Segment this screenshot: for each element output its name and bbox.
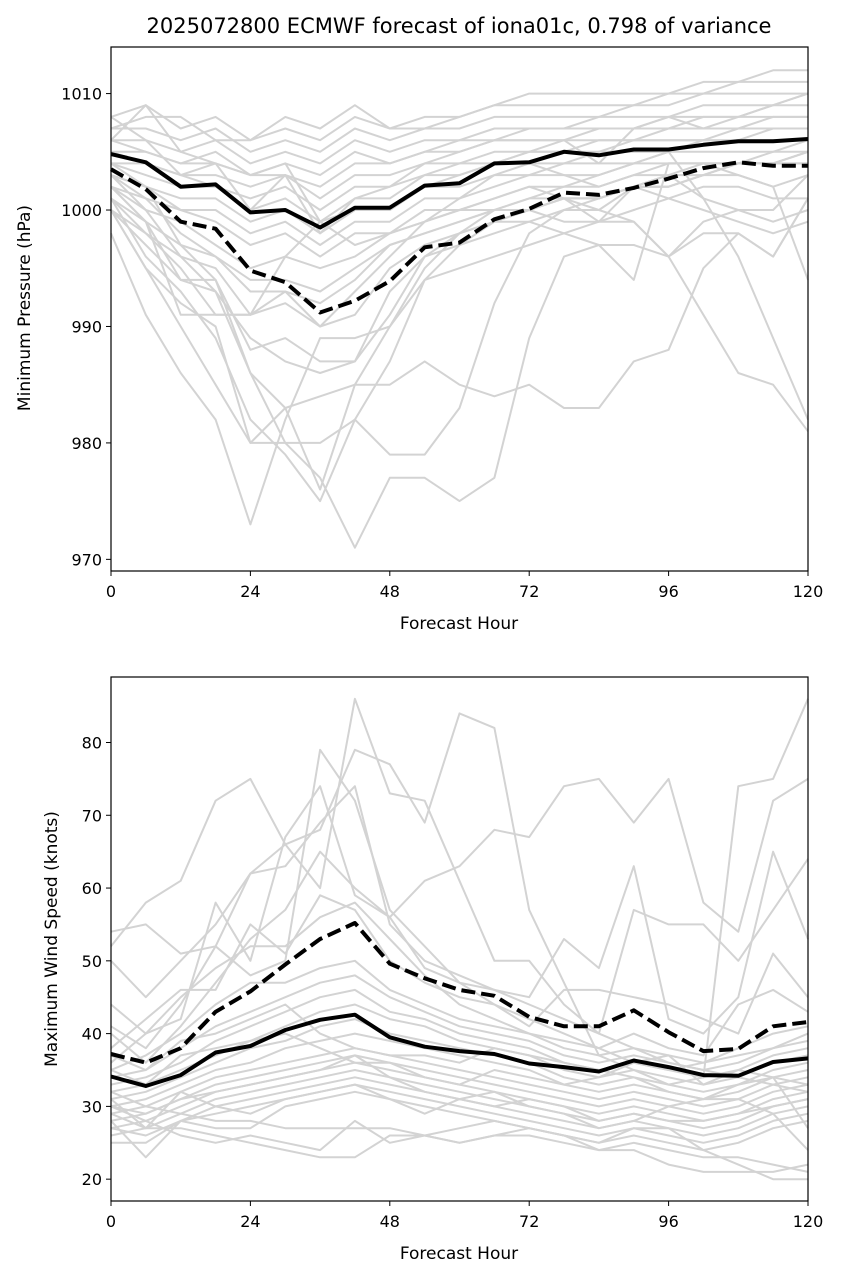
pressure-ensemble-member-line bbox=[110, 162, 808, 444]
wind-y-tick-label: 20 bbox=[82, 1170, 102, 1189]
wind-ensemble-member-line bbox=[110, 1032, 809, 1129]
pressure-plot-frame bbox=[110, 46, 809, 572]
pressure-mean-lines bbox=[110, 137, 809, 315]
pressure-ensemble-member-line bbox=[110, 104, 808, 223]
wind-y-tick-label: 40 bbox=[82, 1025, 102, 1044]
pressure-y-tick-label: 1010 bbox=[61, 85, 102, 104]
pressure-solid-mean-line bbox=[110, 137, 809, 230]
pressure-x-tick-label: 96 bbox=[658, 582, 678, 601]
wind-ensemble-member-line bbox=[110, 1090, 809, 1173]
wind-ensemble-member-line bbox=[110, 1090, 809, 1159]
wind-x-tick-label: 24 bbox=[240, 1212, 260, 1231]
pressure-x-tick-label: 48 bbox=[380, 582, 400, 601]
wind-ensemble-member-line bbox=[110, 974, 809, 1079]
wind-mean-lines bbox=[110, 921, 809, 1088]
wind-ensemble-member-line bbox=[110, 901, 809, 1064]
wind-y-tick-label: 60 bbox=[82, 879, 102, 898]
wind-ensemble-member-line bbox=[110, 1003, 809, 1101]
pressure-x-tick-label: 72 bbox=[519, 582, 539, 601]
pressure-y-tick-label: 990 bbox=[71, 317, 102, 336]
wind-x-tick-label: 96 bbox=[658, 1212, 678, 1231]
wind-ensemble-member-line bbox=[110, 1105, 808, 1181]
wind-x-tick-label: 48 bbox=[380, 1212, 400, 1231]
pressure-ensemble-member-line bbox=[110, 104, 808, 177]
wind-axes-ticks: 0 24 48 72 96 120 20 30 40 50 60 70 80 bbox=[82, 734, 824, 1232]
pressure-x-tick-label: 0 bbox=[106, 582, 116, 601]
wind-ensemble-member-line bbox=[110, 1083, 809, 1144]
pressure-ensemble-member-line bbox=[110, 150, 809, 503]
pressure-y-tick-label: 970 bbox=[71, 550, 102, 569]
pressure-y-tick-label: 1000 bbox=[61, 201, 102, 220]
wind-y-tick-label: 30 bbox=[82, 1097, 102, 1116]
wind-ensemble-member-line bbox=[110, 785, 809, 1050]
wind-x-tick-label: 0 bbox=[106, 1212, 116, 1231]
wind-ensemble-member-line bbox=[110, 698, 809, 1086]
wind-dashed-mean-line bbox=[110, 921, 809, 1065]
wind-chart: 0 24 48 72 96 120 20 30 40 50 60 70 80 Forecast Hour… bbox=[42, 676, 824, 1264]
wind-y-tick-label: 50 bbox=[82, 952, 102, 971]
wind-y-tick-label: 70 bbox=[82, 806, 102, 825]
pressure-dashed-mean-line bbox=[110, 160, 808, 315]
pressure-chart: 0 24 48 72 96 120 970 980 990 1000 1010 Forecast H… bbox=[15, 46, 823, 634]
pressure-ensemble-member-line bbox=[110, 92, 809, 235]
pressure-ensemble-member-line bbox=[110, 220, 809, 526]
wind-ensemble-member-line bbox=[110, 1047, 809, 1115]
wind-x-axis-label: Forecast Hour bbox=[400, 1244, 518, 1264]
wind-ensemble-member-line bbox=[110, 1018, 809, 1101]
wind-y-tick-label: 80 bbox=[82, 734, 102, 753]
wind-ensemble-member-line bbox=[110, 894, 809, 1049]
pressure-y-tick-label: 980 bbox=[71, 434, 102, 453]
pressure-y-axis-label: Minimum Pressure (hPa) bbox=[15, 205, 35, 411]
pressure-ensemble-member-line bbox=[110, 150, 808, 235]
wind-ensemble-member-line bbox=[110, 1069, 809, 1137]
wind-y-axis-label: Maximum Wind Speed (knots) bbox=[42, 811, 62, 1067]
wind-ensemble-member-line bbox=[110, 959, 809, 1071]
pressure-ensemble-member-line bbox=[110, 150, 809, 420]
pressure-x-tick-label: 24 bbox=[240, 582, 260, 601]
pressure-ensemble-member-line bbox=[110, 162, 809, 549]
wind-ensemble-member-line bbox=[110, 1054, 809, 1122]
wind-solid-mean-line bbox=[110, 1012, 809, 1088]
wind-plot-frame bbox=[110, 676, 809, 1202]
pressure-ensemble-member-line bbox=[111, 92, 808, 153]
wind-x-tick-label: 72 bbox=[519, 1212, 539, 1231]
wind-ensemble-member-line bbox=[110, 1054, 809, 1122]
wind-x-tick-label: 120 bbox=[793, 1212, 824, 1231]
pressure-axes-ticks: 0 24 48 72 96 120 970 980 990 1000 1010 bbox=[61, 85, 823, 601]
pressure-x-tick-label: 120 bbox=[793, 582, 824, 601]
chart-title: 2025072800 ECMWF forecast of iona01c, 0.… bbox=[147, 14, 772, 38]
pressure-x-axis-label: Forecast Hour bbox=[400, 614, 518, 634]
pressure-ensemble-member-line bbox=[110, 80, 808, 142]
